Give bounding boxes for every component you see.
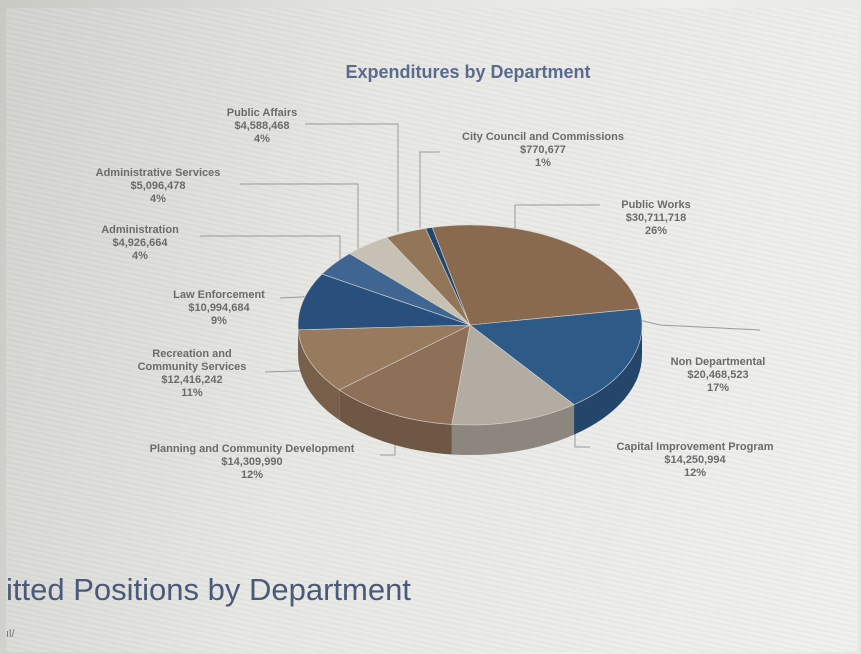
leader-line-capital-improvement-program: [574, 432, 590, 448]
pie-side-planning-and-community-development: [339, 389, 452, 455]
pie-slice-public-affairs[interactable]: [386, 228, 471, 326]
slice-name-administration: Administration: [101, 224, 179, 236]
slice-name-law-enforcement: Law Enforcement: [173, 289, 265, 301]
slice-name-recreation-and-community-services: Community Services: [138, 361, 247, 373]
leader-line-planning-and-community-development: [380, 440, 396, 456]
slice-percent-recreation-and-community-services: 11%: [181, 387, 203, 399]
pie-slice-planning-and-community-development[interactable]: [338, 324, 471, 425]
pie-slices: [297, 224, 643, 426]
leader-line-administration: [200, 235, 341, 260]
slice-name-planning-and-community-development: Planning and Community Development: [150, 443, 355, 455]
slice-name-public-affairs: Public Affairs: [227, 107, 298, 119]
slice-percent-law-enforcement: 9%: [211, 315, 227, 327]
pie-slice-public-works[interactable]: [431, 224, 641, 326]
leader-line-administrative-services: [240, 183, 359, 255]
pie-side-non-departmental: [574, 325, 642, 435]
pie-side-recreation-and-community-services: [298, 329, 340, 420]
slice-name-public-works: Public Works: [621, 199, 690, 211]
pie-slice-non-departmental[interactable]: [469, 308, 643, 405]
slice-name-recreation-and-community-services: Recreation and: [152, 348, 231, 360]
leader-line-public-works: [514, 204, 600, 236]
slice-name-city-council-and-commissions: City Council and Commissions: [462, 131, 624, 143]
slice-percent-planning-and-community-development: 12%: [241, 469, 263, 481]
slice-amount-administration: $4,926,664: [112, 237, 168, 249]
slice-name-administrative-services: Administrative Services: [96, 167, 221, 179]
slice-percent-public-works: 26%: [645, 225, 667, 237]
slice-amount-public-works: $30,711,718: [626, 212, 687, 224]
slice-percent-capital-improvement-program: 12%: [684, 467, 706, 479]
slice-amount-recreation-and-community-services: $12,416,242: [161, 374, 222, 386]
pie-sides: [298, 325, 642, 455]
leader-line-city-council-and-commissions: [419, 151, 440, 228]
slice-amount-capital-improvement-program: $14,250,994: [664, 454, 726, 466]
slice-amount-planning-and-community-development: $14,309,990: [221, 456, 282, 468]
section-subtext: ıl/: [6, 628, 15, 640]
slice-amount-public-affairs: $4,588,468: [234, 120, 289, 132]
slice-percent-city-council-and-commissions: 1%: [535, 157, 551, 169]
slice-percent-public-affairs: 4%: [254, 133, 270, 145]
slice-percent-administrative-services: 4%: [150, 193, 166, 205]
leader-line-public-affairs: [305, 123, 399, 232]
pie-side-capital-improvement-program: [451, 404, 575, 455]
slice-amount-law-enforcement: $10,994,684: [188, 302, 250, 314]
pie-slice-capital-improvement-program[interactable]: [451, 324, 575, 426]
slice-amount-non-departmental: $20,468,523: [687, 369, 748, 381]
slice-percent-non-departmental: 17%: [707, 382, 729, 394]
slice-label-capital-improvement-program: Capital Improvement Program$14,250,99412…: [616, 441, 773, 479]
pie-slice-recreation-and-community-services[interactable]: [297, 324, 471, 391]
slice-amount-administrative-services: $5,096,478: [130, 180, 185, 192]
slice-name-capital-improvement-program: Capital Improvement Program: [616, 441, 773, 453]
chart-title: Expenditures by Department: [345, 62, 590, 82]
slice-percent-administration: 4%: [132, 250, 148, 262]
slice-label-planning-and-community-development: Planning and Community Development$14,30…: [150, 443, 355, 481]
slice-amount-city-council-and-commissions: $770,677: [520, 144, 566, 156]
slice-name-non-departmental: Non Departmental: [671, 356, 766, 368]
section-heading: itted Positions by Department: [6, 572, 411, 607]
pie-slice-law-enforcement[interactable]: [297, 273, 471, 331]
